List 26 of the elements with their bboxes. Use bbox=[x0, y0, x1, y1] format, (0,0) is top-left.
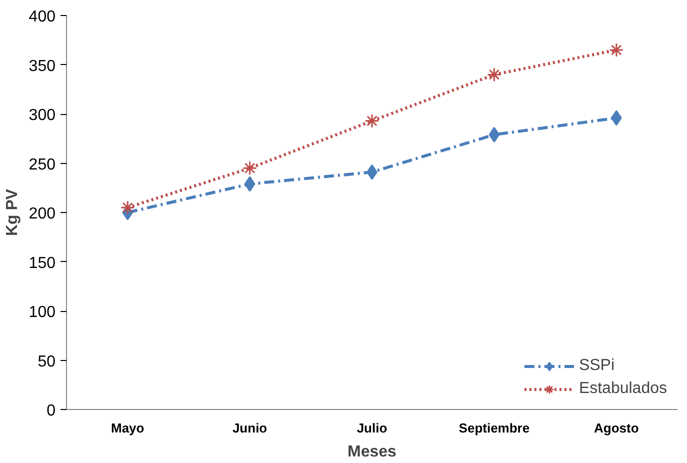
point bbox=[364, 114, 380, 128]
x-tick-label: Mayo bbox=[110, 420, 144, 436]
legend-label: SSPi bbox=[578, 357, 615, 375]
x-axis-title: Meses bbox=[348, 444, 397, 460]
x-tick-label: Junio bbox=[232, 420, 268, 436]
y-tick-label: 150 bbox=[28, 254, 56, 272]
point bbox=[488, 126, 500, 142]
x-tick-label: Septiembre bbox=[458, 420, 530, 436]
point bbox=[609, 42, 624, 58]
y-tick-label: 200 bbox=[28, 206, 56, 222]
y-tick-label: 300 bbox=[28, 107, 56, 124]
legend-label: Estabulados bbox=[578, 380, 667, 398]
point bbox=[120, 200, 135, 215]
point bbox=[242, 160, 258, 176]
y-tick-label: 100 bbox=[28, 304, 56, 321]
y-tick-label: 400 bbox=[28, 8, 56, 26]
point bbox=[610, 110, 622, 126]
point bbox=[244, 176, 256, 192]
y-tick-label: 50 bbox=[38, 353, 56, 370]
x-tick-label: Agosto bbox=[594, 420, 639, 436]
y-axis-title: Kg PV bbox=[4, 188, 21, 236]
y-tick-label: 250 bbox=[28, 156, 56, 174]
x-tick-label: Julio bbox=[356, 420, 388, 436]
point bbox=[486, 67, 502, 82]
y-tick-label: 0 bbox=[46, 402, 56, 420]
y-tick-label: 350 bbox=[28, 58, 56, 75]
